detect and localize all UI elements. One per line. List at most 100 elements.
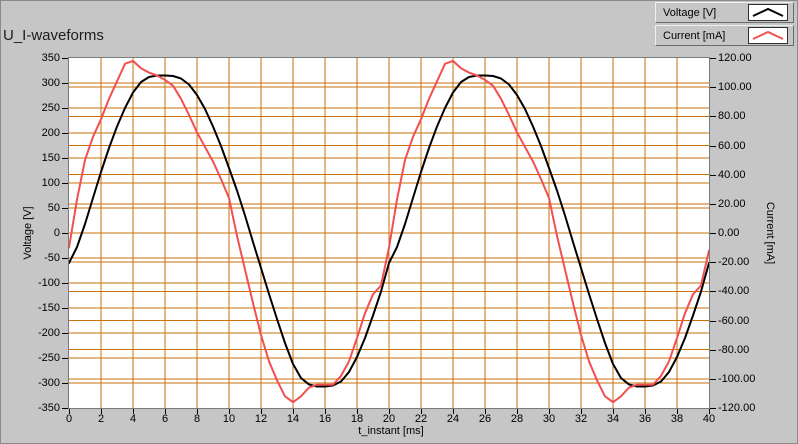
left-axis-tick-mark bbox=[62, 158, 68, 159]
right-axis-tick-label: 120.00 bbox=[718, 52, 752, 64]
x-axis-tick-mark bbox=[549, 409, 550, 414]
right-axis-tick-label: 100.00 bbox=[718, 81, 752, 94]
x-axis-tick-mark bbox=[453, 409, 454, 414]
x-axis-tick-label: 28 bbox=[510, 413, 524, 425]
x-axis-tick-label: 4 bbox=[129, 413, 137, 425]
legend-label-voltage: Voltage [V] bbox=[663, 6, 717, 19]
current-line-sample-icon[interactable] bbox=[748, 27, 788, 44]
x-axis-tick-mark bbox=[165, 409, 166, 414]
x-axis-tick-mark bbox=[389, 409, 390, 414]
x-axis-tick-mark bbox=[261, 409, 262, 414]
x-axis-tick-label: 20 bbox=[382, 413, 396, 425]
x-axis-tick-mark bbox=[325, 409, 326, 414]
right-axis-tick-label: -40.00 bbox=[718, 285, 750, 298]
left-axis-tick-mark bbox=[62, 208, 68, 209]
x-axis-tick-mark bbox=[517, 409, 518, 414]
x-axis-tick-mark bbox=[69, 409, 70, 414]
x-axis-tick-label: 38 bbox=[670, 413, 684, 425]
right-axis-tick-mark bbox=[710, 145, 716, 147]
left-axis-tick-mark bbox=[62, 258, 68, 259]
right-axis-tick-label: 80.00 bbox=[718, 110, 746, 123]
right-axis-tick-label: 60.00 bbox=[718, 139, 746, 152]
right-axis-tick-label: -100.00 bbox=[718, 372, 756, 385]
legend-item-current[interactable]: Current [mA] bbox=[655, 25, 794, 46]
x-axis-tick-mark bbox=[645, 409, 646, 414]
left-axis-tick-mark bbox=[62, 358, 68, 359]
x-axis-tick-mark bbox=[581, 409, 582, 414]
left-axis-tick-label: 0 bbox=[53, 227, 60, 239]
x-axis-tick-label: 24 bbox=[446, 413, 460, 425]
plot-area[interactable] bbox=[68, 57, 710, 409]
left-axis-tick-label: 300 bbox=[41, 77, 60, 89]
left-axis-tick-label: 50 bbox=[47, 202, 60, 214]
right-axis-title: Current [mA] bbox=[764, 201, 776, 265]
legend-label-current: Current [mA] bbox=[663, 29, 726, 42]
left-axis-tick-label: -300 bbox=[37, 377, 60, 389]
legend-item-voltage[interactable]: Voltage [V] bbox=[655, 2, 794, 23]
right-axis-tick-mark bbox=[710, 87, 716, 89]
x-axis-tick-label: 10 bbox=[222, 413, 236, 425]
right-axis-tick-mark bbox=[710, 349, 716, 351]
right-axis-tick-mark bbox=[710, 320, 716, 322]
right-axis-tick-mark bbox=[710, 291, 716, 293]
left-axis-tick-label: 150 bbox=[41, 152, 60, 164]
right-axis-tick-mark bbox=[710, 174, 716, 176]
right-axis-tick-label: -120.00 bbox=[718, 402, 756, 414]
plot-legend: Voltage [V] Current [mA] bbox=[655, 2, 794, 48]
right-axis-tick-mark bbox=[710, 262, 716, 264]
left-axis-tick-label: -200 bbox=[37, 327, 60, 339]
left-axis-tick-mark bbox=[62, 383, 68, 384]
x-axis-tick-label: 26 bbox=[478, 413, 492, 425]
left-axis-tick-label: -50 bbox=[44, 252, 60, 264]
x-axis-tick-label: 18 bbox=[350, 413, 364, 425]
right-axis-tick-label: -60.00 bbox=[718, 314, 750, 327]
waveform-plot[interactable] bbox=[69, 58, 709, 408]
x-axis-tick-label: 14 bbox=[286, 413, 300, 425]
left-axis-tick-mark bbox=[62, 408, 68, 409]
x-axis-tick-mark bbox=[613, 409, 614, 414]
x-axis-tick-label: 6 bbox=[161, 413, 169, 425]
x-axis-tick-mark bbox=[293, 409, 294, 414]
left-axis-tick-label: 100 bbox=[41, 177, 60, 189]
left-axis-tick-mark bbox=[62, 308, 68, 309]
right-axis-tick-mark bbox=[710, 58, 716, 59]
x-axis-tick-label: 2 bbox=[97, 413, 105, 425]
left-axis-tick-label: 250 bbox=[41, 102, 60, 114]
x-axis-tick-mark bbox=[197, 409, 198, 414]
voltage-line-sample-icon[interactable] bbox=[748, 4, 788, 21]
x-axis-tick-label: 40 bbox=[702, 413, 716, 425]
x-axis-tick-mark bbox=[677, 409, 678, 414]
left-axis-tick-mark bbox=[62, 333, 68, 334]
left-axis-tick-mark bbox=[62, 233, 68, 234]
x-axis-tick-mark bbox=[133, 409, 134, 414]
left-axis-tick-mark bbox=[62, 58, 68, 59]
x-axis-tick-mark bbox=[485, 409, 486, 414]
right-axis-tick-label: -20.00 bbox=[718, 256, 750, 269]
x-axis-tick-label: 22 bbox=[414, 413, 428, 425]
left-axis-tick-mark bbox=[62, 183, 68, 184]
left-axis-tick-label: -100 bbox=[37, 277, 60, 289]
right-axis-tick-mark bbox=[710, 378, 716, 380]
x-axis-tick-label: 16 bbox=[318, 413, 332, 425]
x-axis-tick-label: 36 bbox=[638, 413, 652, 425]
x-axis-tick-label: 32 bbox=[574, 413, 588, 425]
right-axis-tick-label: 40.00 bbox=[718, 168, 746, 181]
left-axis-tick-mark bbox=[62, 283, 68, 284]
right-axis-tick-label: -80.00 bbox=[718, 343, 750, 356]
x-axis-tick-mark bbox=[229, 409, 230, 414]
x-axis-tick-mark bbox=[709, 409, 710, 414]
left-axis-tick-label: -350 bbox=[37, 402, 60, 414]
left-axis-tick-mark bbox=[62, 108, 68, 109]
left-axis-tick-label: 350 bbox=[41, 52, 60, 64]
right-axis-tick-mark bbox=[710, 203, 716, 205]
x-axis-tick-mark bbox=[101, 409, 102, 414]
current-series-line bbox=[69, 59, 709, 404]
x-axis-tick-label: 8 bbox=[193, 413, 201, 425]
x-axis-tick-label: 0 bbox=[65, 413, 73, 425]
voltage-series-line bbox=[69, 74, 709, 388]
x-axis-title: t_instant [ms] bbox=[358, 425, 424, 437]
x-axis-tick-mark bbox=[421, 409, 422, 414]
x-axis-tick-label: 30 bbox=[542, 413, 556, 425]
right-axis-tick-label: 0.00 bbox=[718, 227, 740, 239]
left-axis-tick-label: -150 bbox=[37, 302, 60, 314]
